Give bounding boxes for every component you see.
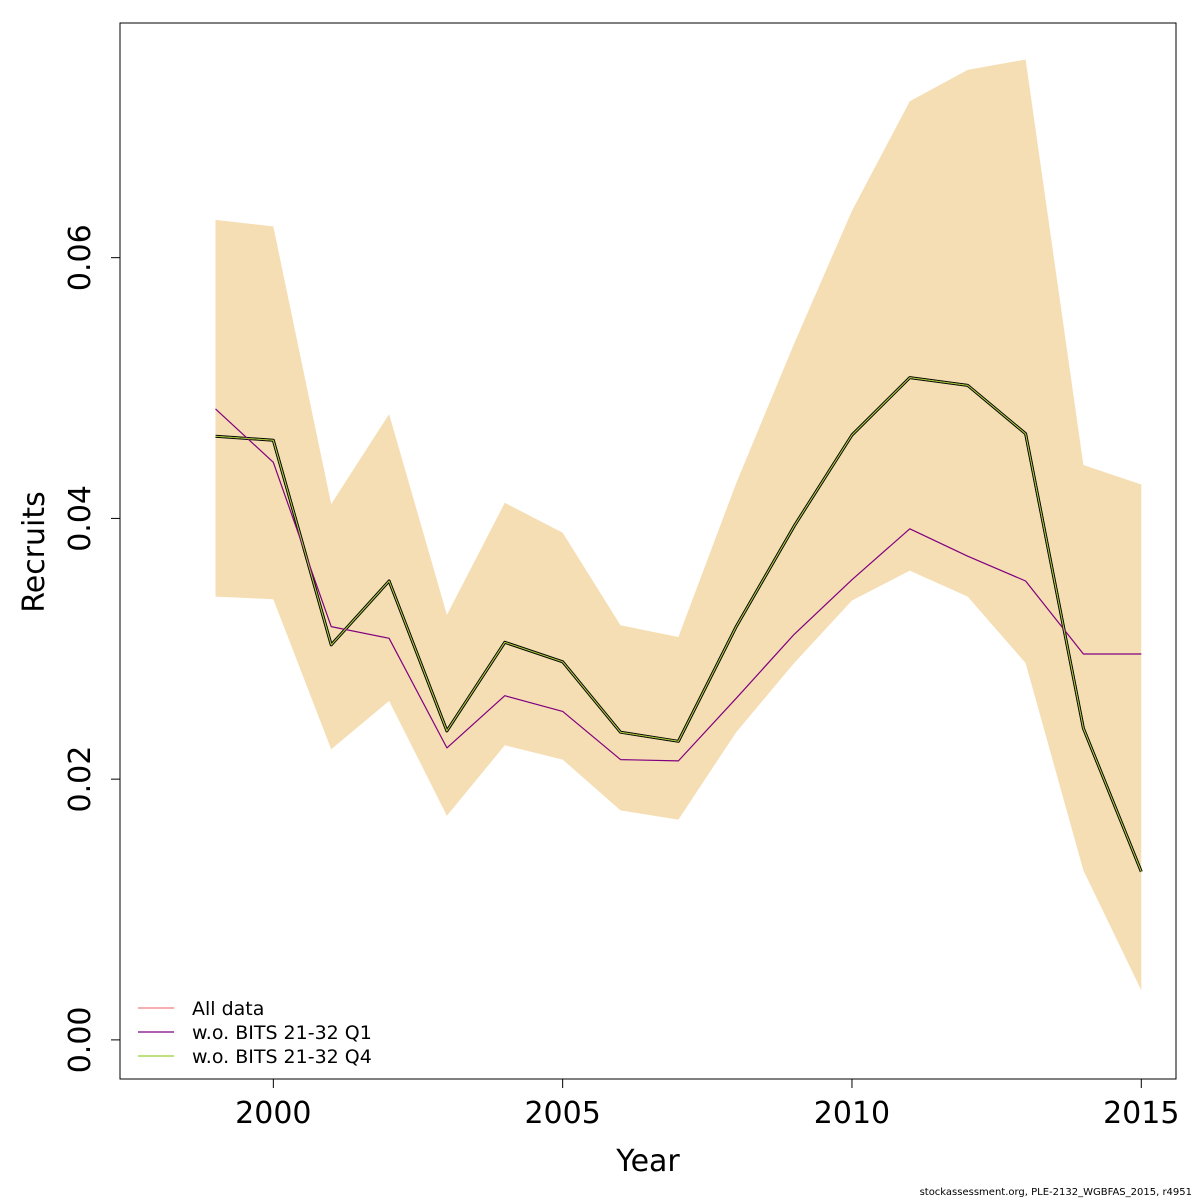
- footer-credit: stockassessment.org, PLE-2132_WGBFAS_201…: [919, 1187, 1192, 1198]
- y-tick-label: 0.02: [63, 746, 98, 813]
- legend-label: All data: [192, 998, 264, 1020]
- x-axis-label: Year: [615, 1144, 680, 1179]
- plot-frame: [119, 22, 1177, 1080]
- confidence-band-layer: [215, 59, 1142, 991]
- y-tick-label: 0.04: [63, 485, 98, 552]
- x-tick-label: 2015: [1103, 1096, 1179, 1131]
- legend-label: w.o. BITS 21-32 Q1: [192, 1022, 372, 1044]
- confidence-band: [215, 59, 1142, 991]
- y-axis-label: Recruits: [17, 491, 52, 613]
- y-tick-label: 0.00: [63, 1007, 98, 1074]
- series-layer: [215, 376, 1143, 873]
- x-tick-label: 2010: [814, 1096, 890, 1131]
- axis-layer: 2000 2005 2010 2015 0.00 0.02 0.04 0.06: [63, 224, 1179, 1131]
- x-tick-label: 2000: [235, 1096, 311, 1131]
- legend-label: w.o. BITS 21-32 Q4: [192, 1046, 372, 1068]
- y-tick-label: 0.06: [63, 224, 98, 291]
- series-line-2: [215, 408, 1142, 762]
- series-line-3: [215, 377, 1142, 872]
- x-tick-label: 2005: [524, 1096, 600, 1131]
